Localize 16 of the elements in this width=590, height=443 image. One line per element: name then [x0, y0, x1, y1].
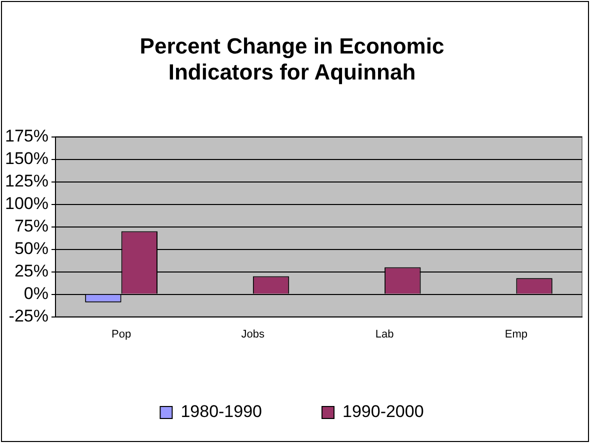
y-tick-label: 0%	[24, 284, 48, 303]
y-tick-label: 175%	[4, 126, 48, 146]
y-tick-label: 150%	[4, 148, 48, 168]
x-tick-label: Lab	[375, 328, 394, 340]
legend-label: 1990-2000	[342, 402, 424, 422]
legend-label: 1980-1990	[180, 402, 262, 422]
y-tick-label: -25%	[8, 306, 48, 326]
x-tick-label: Jobs	[241, 328, 266, 340]
x-tick-label: Pop	[112, 328, 132, 340]
y-tick-label: 50%	[14, 238, 48, 258]
y-tick-label: 75%	[14, 216, 48, 236]
y-tick-label: 125%	[4, 171, 48, 190]
x-tick-label: Emp	[504, 328, 528, 340]
y-tick-label: 25%	[14, 261, 48, 280]
chart-title: Percent Change in Economic Indicators for Aquinnah	[140, 33, 444, 85]
y-tick-label: 100%	[4, 194, 48, 213]
